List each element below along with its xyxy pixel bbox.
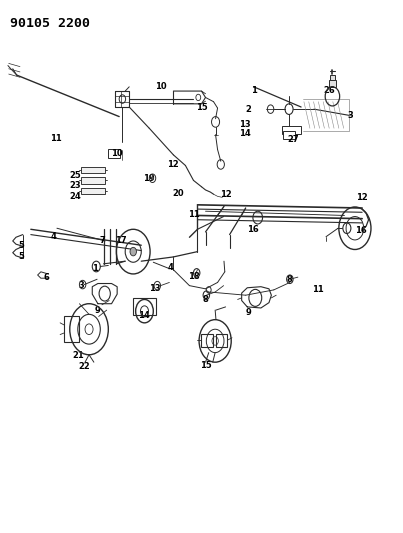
Text: 11: 11 [312,285,324,294]
Text: 19: 19 [143,174,155,183]
Text: 14: 14 [138,311,150,320]
Text: 90105 2200: 90105 2200 [10,17,89,30]
Text: 13: 13 [239,119,251,128]
Text: 1: 1 [92,264,98,273]
Bar [133,298,156,316]
Text: 21: 21 [72,351,84,360]
Text: 9: 9 [94,305,100,314]
Text: 3: 3 [78,281,84,290]
Bar [282,126,301,134]
Bar [329,80,336,87]
Text: 11: 11 [188,210,200,219]
Bar [108,149,120,158]
Text: 6: 6 [44,273,50,281]
Bar [216,334,227,348]
Text: 4: 4 [167,263,173,272]
Bar [283,132,295,139]
Text: 12: 12 [220,190,232,199]
Text: 23: 23 [69,181,81,190]
Text: 16: 16 [247,225,259,234]
Bar [64,317,79,342]
Text: 27: 27 [287,135,299,144]
Text: 13: 13 [149,284,161,293]
Text: 17: 17 [114,237,126,246]
Text: 12: 12 [168,160,179,169]
Bar [81,188,105,194]
Bar [81,166,105,173]
Text: 10: 10 [110,149,122,158]
Text: 8: 8 [203,295,208,304]
Text: 15: 15 [196,102,208,111]
Text: 3: 3 [347,111,353,120]
Text: 2: 2 [245,104,251,114]
Bar [201,334,213,348]
Text: 25: 25 [69,171,81,180]
Text: 9: 9 [246,308,252,317]
Text: 5: 5 [19,241,25,250]
Text: 16: 16 [355,226,366,235]
Text: 1: 1 [251,85,257,94]
Text: 26: 26 [323,85,335,94]
Text: 12: 12 [356,193,368,202]
Circle shape [151,176,154,180]
Bar [330,75,335,80]
Text: 4: 4 [51,232,57,241]
Text: 8: 8 [287,274,293,284]
Circle shape [130,247,137,256]
Text: 24: 24 [69,192,81,201]
Text: 10: 10 [156,82,167,91]
Bar [81,177,105,183]
Text: 14: 14 [239,129,251,138]
Text: 15: 15 [199,361,212,370]
Text: 11: 11 [50,134,62,143]
Text: 5: 5 [19,253,25,261]
Text: 20: 20 [172,189,184,198]
Text: 7: 7 [99,237,105,246]
Text: 22: 22 [78,362,90,371]
Text: 18: 18 [189,272,200,280]
